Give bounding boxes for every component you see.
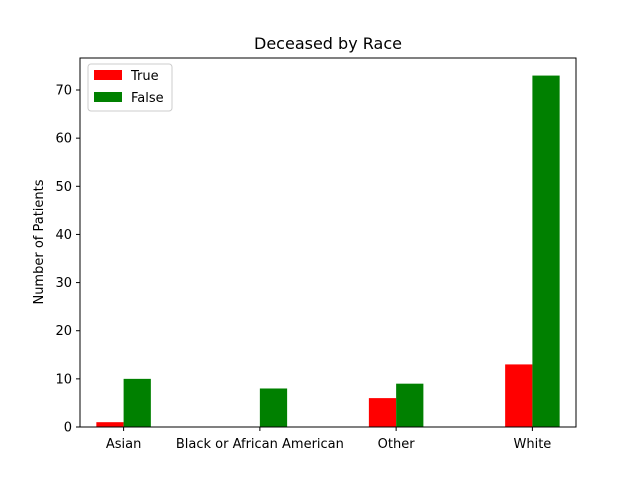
y-tick-label: 30 <box>55 276 72 291</box>
legend-label-true: True <box>130 69 159 84</box>
y-axis: 0 10 20 30 40 50 60 70 <box>55 84 80 436</box>
bar-false-black-or-african-american <box>259 388 288 427</box>
legend-label-false: False <box>131 91 164 106</box>
y-tick-label: 50 <box>55 180 72 195</box>
x-tick-label: Asian <box>106 437 141 452</box>
legend-swatch-false <box>94 92 122 102</box>
x-axis: Asian Black or African American Other White <box>106 427 551 452</box>
plot-frame <box>79 57 577 428</box>
legend-swatch-true <box>94 70 122 80</box>
bar-false-asian <box>123 378 151 427</box>
y-tick-label: 0 <box>64 421 72 436</box>
chart-title: Deceased by Race <box>254 34 402 53</box>
bar-false-other <box>396 383 424 427</box>
y-tick-label: 60 <box>55 132 72 147</box>
legend: True False <box>87 63 173 112</box>
y-tick-label: 40 <box>55 228 72 243</box>
x-tick-label: Other <box>378 437 416 452</box>
y-tick-label: 10 <box>55 372 72 387</box>
bar-true-asian <box>96 422 124 427</box>
y-tick-label: 20 <box>55 324 72 339</box>
bar-true-white <box>505 364 533 427</box>
bars-group <box>96 75 560 428</box>
x-tick-label: Black or African American <box>176 437 344 452</box>
y-tick-label: 70 <box>55 84 72 99</box>
x-tick-label: White <box>513 437 551 452</box>
bar-false-white <box>532 75 560 428</box>
bar-true-other <box>368 398 397 427</box>
y-axis-label: Number of Patients <box>32 179 47 304</box>
